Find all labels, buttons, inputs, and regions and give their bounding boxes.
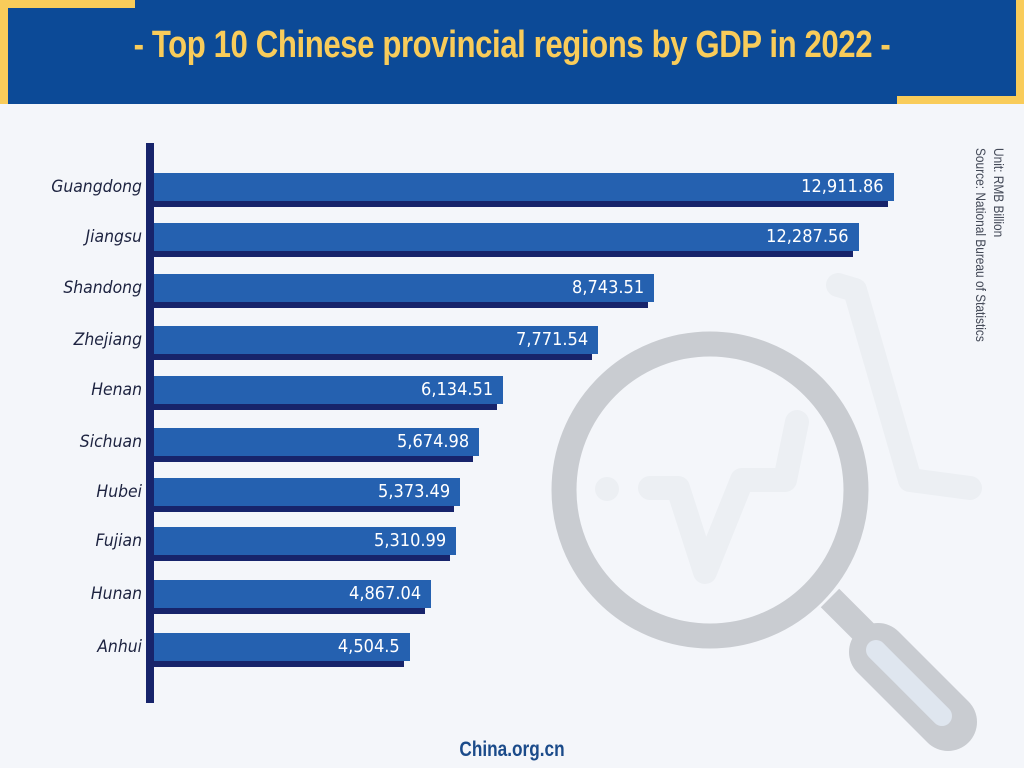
bar-row-hunan: Hunan 4,867.04 — [0, 580, 1024, 614]
category-label: Jiangsu — [85, 227, 142, 247]
category-label: Sichuan — [79, 432, 142, 452]
category-label: Guangdong — [51, 177, 142, 197]
bar: 5,674.98 — [154, 428, 479, 456]
bar: 8,743.51 — [154, 274, 654, 302]
bar: 4,867.04 — [154, 580, 431, 608]
corner-accent-top-left — [0, 0, 135, 8]
y-axis-line — [146, 143, 154, 703]
bar: 5,373.49 — [154, 478, 460, 506]
chart-title: - Top 10 Chinese provincial regions by G… — [133, 24, 891, 66]
source-note: Source: National Bureau of Statistics — [973, 148, 989, 342]
corner-accent-right — [1016, 0, 1024, 104]
bar-row-fujian: Fujian 5,310.99 — [0, 527, 1024, 561]
bar: 12,911.86 — [154, 173, 894, 201]
bar: 12,287.56 — [154, 223, 859, 251]
category-label: Hubei — [96, 482, 142, 502]
value-label: 5,310.99 — [373, 530, 446, 551]
value-label: 7,771.54 — [515, 329, 588, 350]
corner-accent-left — [0, 0, 8, 104]
category-label: Zhejiang — [73, 330, 142, 350]
header-banner — [0, 0, 1024, 104]
value-label: 5,674.98 — [396, 431, 469, 452]
bar-row-shandong: Shandong 8,743.51 — [0, 274, 1024, 308]
category-label: Fujian — [95, 531, 142, 551]
unit-note: Unit: RMB Billion — [991, 148, 1007, 238]
category-label: Shandong — [63, 278, 143, 298]
footer-brand: China.org.cn — [459, 738, 565, 761]
category-label: Hunan — [90, 584, 142, 604]
bar-row-hubei: Hubei 5,373.49 — [0, 478, 1024, 512]
bar-row-guangdong: Guangdong 12,911.86 — [0, 173, 1024, 207]
bar-row-jiangsu: Jiangsu 12,287.56 — [0, 223, 1024, 257]
value-label: 5,373.49 — [377, 481, 450, 502]
value-label: 4,867.04 — [348, 583, 421, 604]
bar: 4,504.5 — [154, 633, 410, 661]
bar: 5,310.99 — [154, 527, 456, 555]
corner-accent-bottom-right — [897, 96, 1024, 104]
bar-row-zhejiang: Zhejiang 7,771.54 — [0, 326, 1024, 360]
bar-row-henan: Henan 6,134.51 — [0, 376, 1024, 410]
value-label: 4,504.5 — [338, 636, 400, 657]
bar-row-anhui: Anhui 4,504.5 — [0, 633, 1024, 667]
category-label: Henan — [91, 380, 142, 400]
value-label: 12,287.56 — [766, 226, 849, 247]
bar-row-sichuan: Sichuan 5,674.98 — [0, 428, 1024, 462]
bar: 6,134.51 — [154, 376, 503, 404]
category-label: Anhui — [97, 637, 142, 657]
value-label: 8,743.51 — [571, 277, 644, 298]
chart-notes: Unit: RMB Billion Source: National Burea… — [972, 148, 1008, 376]
bar: 7,771.54 — [154, 326, 598, 354]
value-label: 6,134.51 — [420, 379, 493, 400]
value-label: 12,911.86 — [801, 176, 884, 197]
